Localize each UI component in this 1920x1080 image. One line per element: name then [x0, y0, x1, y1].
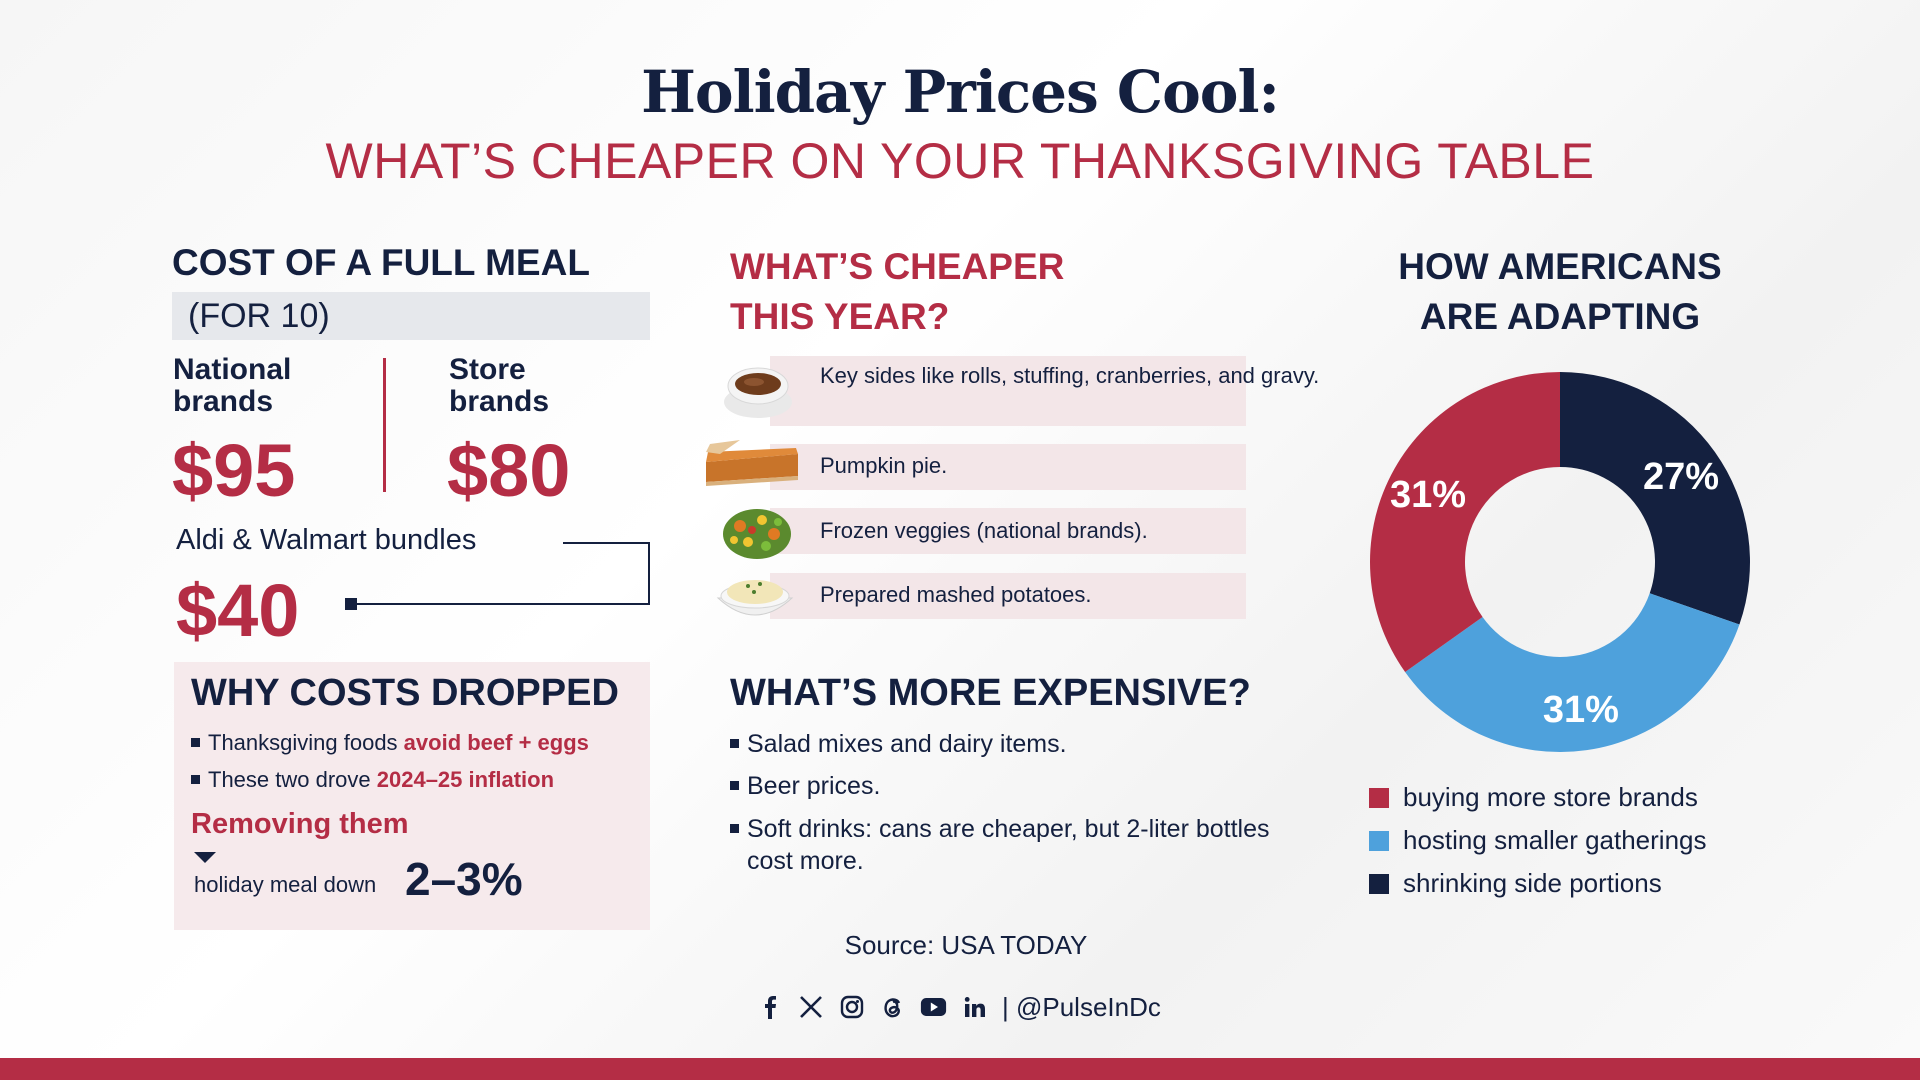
bullet-icon	[730, 824, 739, 833]
cheaper-heading-line2: THIS YEAR?	[730, 296, 950, 337]
donut-slice	[1560, 372, 1750, 625]
social-handle[interactable]: | @PulseInDc	[1002, 991, 1161, 1022]
meal-down-label: holiday meal down	[194, 872, 377, 897]
bundle-price: $40	[176, 569, 300, 652]
expensive-item-text: Beer prices.	[747, 772, 881, 800]
bullet-icon	[191, 738, 200, 747]
bottom-accent-bar	[0, 1058, 1920, 1080]
why-item: These two drove 2024–25 inflation	[191, 767, 554, 793]
bullet-icon	[191, 775, 200, 784]
why-heading: WHY COSTS DROPPED	[191, 672, 619, 714]
expensive-item: Salad mixes and dairy items.	[730, 728, 1270, 760]
cheaper-item-text: Pumpkin pie.	[820, 453, 948, 478]
cheaper-heading: WHAT’S CHEAPER THIS YEAR?	[730, 242, 1064, 342]
store-brands-price: $80	[447, 429, 571, 512]
facebook-icon[interactable]	[756, 994, 783, 1021]
why-item-highlight: 2024–25 inflation	[376, 767, 555, 792]
instagram-icon[interactable]	[838, 994, 865, 1021]
threads-icon[interactable]	[879, 994, 906, 1021]
legend-swatch	[1369, 787, 1389, 808]
removing-label: Removing them	[191, 808, 409, 840]
donut-slice-label: 27%	[1643, 456, 1719, 498]
bullet-icon	[730, 781, 739, 790]
down-triangle-icon	[194, 852, 216, 863]
chart-title-line1: HOW AMERICANS	[1398, 246, 1722, 287]
national-brands-price: $95	[172, 429, 296, 512]
donut-slice	[1370, 372, 1560, 673]
connector-line	[563, 542, 650, 544]
legend-item: hosting smaller gatherings	[1369, 825, 1707, 856]
legend-item: shrinking side portions	[1369, 868, 1662, 899]
linkedin-icon[interactable]	[961, 994, 988, 1021]
x-icon[interactable]	[797, 994, 824, 1021]
legend-item: buying more store brands	[1369, 782, 1698, 813]
why-item-text: Thanksgiving foods	[208, 730, 404, 755]
connector-dot	[345, 598, 357, 610]
expensive-item-text: Salad mixes and dairy items.	[747, 730, 1067, 758]
legend-swatch	[1369, 830, 1389, 851]
expensive-item-text: Soft drinks: cans are cheaper, but 2-lit…	[747, 815, 1270, 875]
expensive-item: Soft drinks: cans are cheaper, but 2-lit…	[730, 813, 1270, 877]
national-brands-label: National brands	[173, 353, 292, 418]
cheaper-item-text: Key sides like rolls, stuffing, cranberr…	[820, 363, 1320, 388]
legend-label: buying more store brands	[1403, 782, 1698, 812]
cheaper-heading-line1: WHAT’S CHEAPER	[730, 246, 1065, 287]
why-item: Thanksgiving foods avoid beef + eggs	[191, 730, 589, 756]
bundle-label: Aldi & Walmart bundles	[176, 524, 477, 556]
youtube-icon[interactable]	[920, 994, 947, 1021]
page-title: Holiday Prices Cool:	[641, 58, 1280, 126]
donut-slice-label: 31%	[1543, 689, 1619, 731]
brand-divider	[383, 358, 386, 492]
legend-label: shrinking side portions	[1403, 868, 1662, 898]
donut-slice	[1405, 593, 1740, 752]
expensive-heading: WHAT’S MORE EXPENSIVE?	[730, 672, 1251, 714]
legend-label: hosting smaller gatherings	[1403, 825, 1707, 855]
donut-chart: 27% 31% 31%	[1370, 372, 1750, 752]
why-item-highlight: avoid beef + eggs	[403, 730, 589, 755]
cost-subheading: (FOR 10)	[172, 292, 650, 340]
mashed-potatoes-icon	[714, 568, 796, 635]
bullet-icon	[730, 739, 739, 748]
why-costs-box	[174, 662, 650, 930]
page-subtitle: WHAT’S CHEAPER ON YOUR THANKSGIVING TABL…	[325, 133, 1595, 189]
meal-down-percent: 2–3%	[405, 853, 523, 905]
cheaper-item-row	[770, 573, 1246, 619]
expensive-item: Beer prices.	[730, 770, 1270, 802]
cheaper-item-row	[770, 356, 1246, 426]
gravy-boat-icon	[716, 356, 798, 429]
pumpkin-pie-icon	[700, 432, 804, 495]
frozen-veggies-icon	[718, 500, 796, 567]
donut-slice-label: 31%	[1390, 474, 1466, 516]
cheaper-item-text: Frozen veggies (national brands).	[820, 518, 1148, 543]
social-bar: | @PulseInDc	[756, 990, 1161, 1024]
cheaper-item-row	[770, 444, 1246, 490]
source-text: Source: USA TODAY	[844, 930, 1088, 960]
store-brands-label: Store brands	[449, 353, 550, 418]
chart-title: HOW AMERICANS ARE ADAPTING	[1340, 242, 1780, 342]
chart-title-line2: ARE ADAPTING	[1419, 296, 1701, 337]
connector-line	[648, 542, 650, 604]
legend-swatch	[1369, 873, 1389, 894]
cheaper-item-row	[770, 508, 1246, 554]
cost-heading: COST OF A FULL MEAL	[172, 242, 590, 283]
cheaper-item-text: Prepared mashed potatoes.	[820, 582, 1092, 607]
connector-line	[355, 603, 650, 605]
why-item-text: These two drove	[208, 767, 377, 792]
